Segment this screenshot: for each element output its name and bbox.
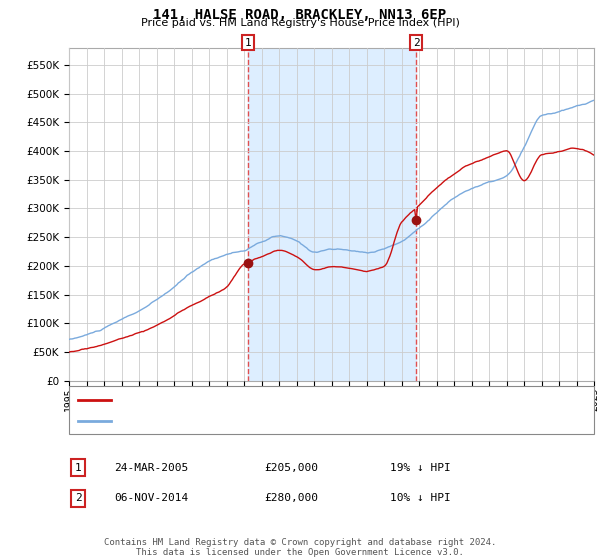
Text: 141, HALSE ROAD, BRACKLEY, NN13 6EP (detached house): 141, HALSE ROAD, BRACKLEY, NN13 6EP (det… bbox=[117, 395, 442, 405]
Text: Contains HM Land Registry data © Crown copyright and database right 2024.
This d: Contains HM Land Registry data © Crown c… bbox=[104, 538, 496, 557]
Text: 24-MAR-2005: 24-MAR-2005 bbox=[114, 463, 188, 473]
Text: HPI: Average price, detached house, West Northamptonshire: HPI: Average price, detached house, West… bbox=[117, 416, 473, 426]
Bar bbox=[248, 48, 416, 381]
Text: 2: 2 bbox=[74, 493, 82, 503]
Text: 2: 2 bbox=[413, 38, 419, 48]
Text: £205,000: £205,000 bbox=[264, 463, 318, 473]
Text: 19% ↓ HPI: 19% ↓ HPI bbox=[390, 463, 451, 473]
Text: 10% ↓ HPI: 10% ↓ HPI bbox=[390, 493, 451, 503]
Text: 06-NOV-2014: 06-NOV-2014 bbox=[114, 493, 188, 503]
Text: Price paid vs. HM Land Registry's House Price Index (HPI): Price paid vs. HM Land Registry's House … bbox=[140, 18, 460, 29]
Text: 1: 1 bbox=[244, 38, 251, 48]
Text: 1: 1 bbox=[74, 463, 82, 473]
Text: 141, HALSE ROAD, BRACKLEY, NN13 6EP: 141, HALSE ROAD, BRACKLEY, NN13 6EP bbox=[154, 8, 446, 22]
Text: £280,000: £280,000 bbox=[264, 493, 318, 503]
